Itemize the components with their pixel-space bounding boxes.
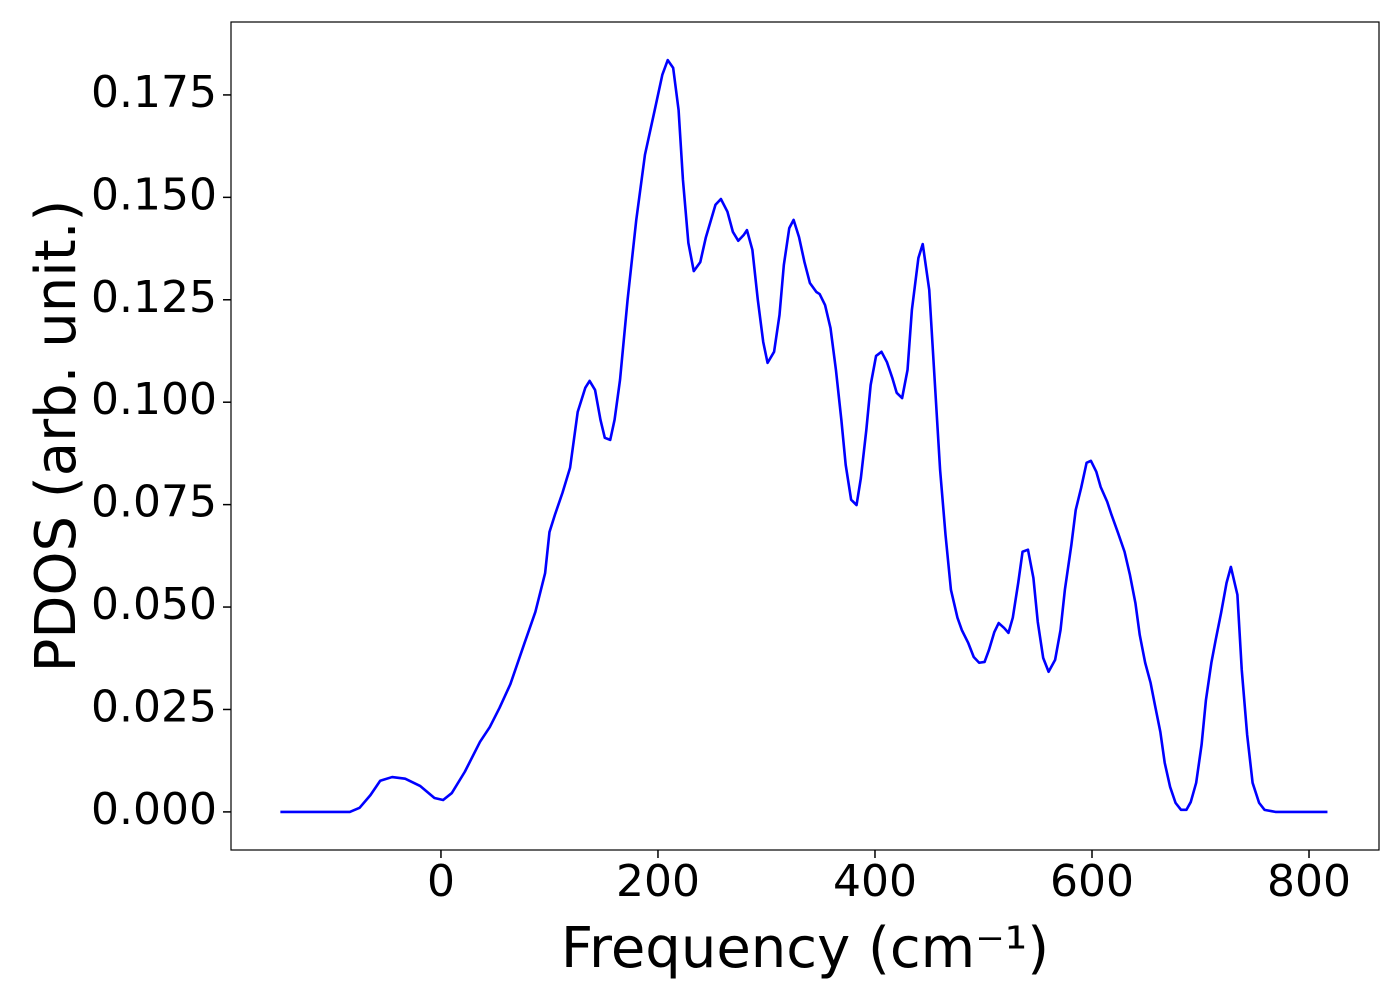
x-tick-label: 200 — [616, 856, 700, 907]
y-tick-label: 0.000 — [91, 784, 217, 835]
y-tick-label: 0.025 — [91, 681, 217, 732]
x-tick-label: 600 — [1050, 856, 1134, 907]
y-tick-label: 0.150 — [91, 169, 217, 220]
plot-frame — [230, 21, 1380, 851]
y-axis-label: PDOS (arb. unit.) — [24, 200, 89, 673]
y-tick-label: 0.050 — [91, 579, 217, 630]
data-line — [280, 58, 1328, 814]
y-tick-label: 0.175 — [91, 67, 217, 118]
x-tick-label: 0 — [427, 856, 455, 907]
x-axis-label: Frequency (cm⁻¹) — [561, 916, 1049, 981]
x-tick-label: 400 — [833, 856, 917, 907]
x-tick-label: 800 — [1267, 856, 1351, 907]
y-tick-label: 0.125 — [91, 272, 217, 323]
y-tick-label: 0.075 — [91, 477, 217, 528]
y-tick-label: 0.100 — [91, 374, 217, 425]
